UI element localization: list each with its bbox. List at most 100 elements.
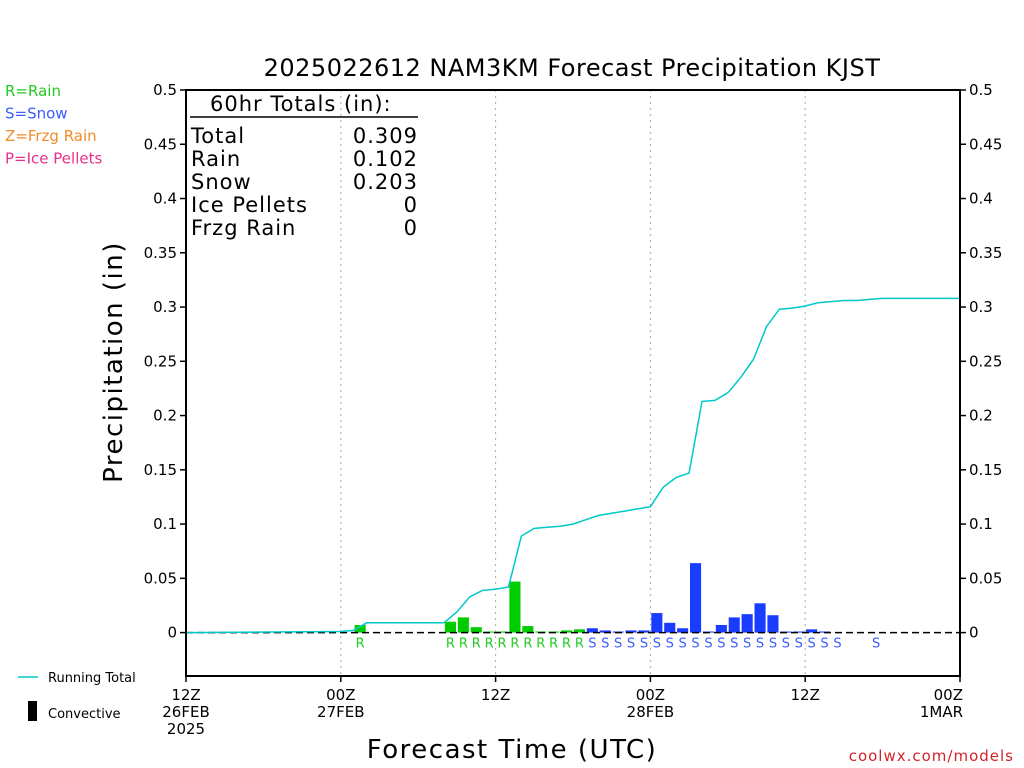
ptype-letter: S	[769, 637, 777, 652]
ptype-letter: S	[627, 637, 635, 652]
ptype-letter: S	[679, 637, 687, 652]
precip-bars	[354, 563, 831, 633]
x-tick-label: 28FEB	[627, 703, 674, 721]
y-tick-label: 0.15	[144, 461, 177, 479]
ptype-letter: R	[459, 637, 468, 652]
credit-text: coolwx.com/models	[849, 747, 1014, 765]
ptype-legend-entry: S=Snow	[5, 105, 68, 123]
ptype-letter: S	[588, 637, 596, 652]
precip-bar	[677, 628, 689, 633]
totals-rows: Total 0.309 Rain 0.102 Snow 0.203 Ice Pellets 0…	[190, 124, 418, 240]
totals-header: 60hr Totals (in):	[210, 92, 392, 116]
precip-bar	[767, 615, 779, 633]
x-tick-label: 12Z	[481, 686, 510, 704]
ptype-letter: R	[562, 637, 571, 652]
x-tick-label: 12Z	[791, 686, 820, 704]
ptype-letter: S	[795, 637, 803, 652]
totals-value: 0	[404, 216, 418, 240]
precip-bar	[561, 630, 573, 633]
y-tick-label: 0.5	[153, 81, 177, 99]
precip-bar	[664, 622, 676, 633]
series-legend-label: Convective	[48, 707, 121, 722]
ptype-letter: S	[666, 637, 674, 652]
y-tick-label: 0.4	[969, 190, 993, 208]
y-tick-label: 0.2	[969, 407, 993, 425]
ptype-legend-entry: Z=Frzg Rain	[5, 127, 97, 145]
precip-bar	[444, 621, 456, 633]
y-tick-label: 0.15	[969, 461, 1002, 479]
x-axis-label: Forecast Time (UTC)	[367, 735, 658, 765]
y-ticks-left: 0 0.05 0.1 0.15 0.2 0.25 0.3 0.35 0.4 0.45 0.5	[144, 81, 186, 642]
precip-bar	[586, 628, 598, 633]
grid-lines	[340, 90, 806, 676]
precip-bar	[522, 626, 534, 633]
ptype-letter: S	[756, 637, 764, 652]
ptype-letter: R	[485, 637, 494, 652]
totals-value: 0	[404, 193, 418, 217]
ptype-letter: R	[356, 637, 365, 652]
y-tick-label: 0.4	[153, 190, 177, 208]
ptype-letter: R	[575, 637, 584, 652]
precip-bar	[715, 624, 727, 633]
ptype-letter: S	[717, 637, 725, 652]
y-tick-label: 0.25	[144, 352, 177, 370]
totals-value: 0.102	[353, 147, 418, 171]
y-tick-label: 0.45	[144, 135, 177, 153]
totals-label: Rain	[191, 147, 241, 171]
series-legend-label: Running Total	[48, 671, 136, 686]
y-tick-label: 0	[167, 624, 177, 642]
y-tick-label: 0.3	[969, 298, 993, 316]
precip-bar	[728, 617, 740, 633]
precip-bar	[599, 630, 611, 633]
precip-bar	[457, 617, 469, 633]
ptype-legend: R=Rain S=Snow Z=Frzg Rain P=Ice Pellets	[5, 82, 102, 168]
y-tick-label: 0.3	[153, 298, 177, 316]
x-tick-label: 12Z	[171, 686, 200, 704]
precip-bar	[806, 629, 818, 633]
y-axis-label: Precipitation (in)	[99, 241, 129, 483]
ptype-letter: S	[743, 637, 751, 652]
y-tick-label: 0.05	[144, 569, 177, 587]
precip-bar	[651, 613, 663, 633]
precip-bar	[690, 563, 702, 633]
running-total-line	[185, 297, 960, 634]
ptype-letter: S	[833, 637, 841, 652]
y-tick-label: 0.1	[153, 515, 177, 533]
ptype-letter: R	[536, 637, 545, 652]
precip-bar	[509, 581, 521, 633]
ptype-letter: S	[653, 637, 661, 652]
totals-label: Ice Pellets	[191, 193, 308, 217]
ptype-letter: R	[472, 637, 481, 652]
ptype-letter: S	[730, 637, 738, 652]
totals-label: Snow	[191, 170, 252, 194]
precip-bar	[741, 614, 753, 633]
precip-bar	[625, 630, 637, 633]
x-tick-label: 00Z	[636, 686, 665, 704]
x-tick-label: 27FEB	[317, 703, 364, 721]
x-tick-label: 00Z	[326, 686, 355, 704]
ptype-letter: S	[601, 637, 609, 652]
y-tick-label: 0.1	[969, 515, 993, 533]
y-tick-label: 0.45	[969, 135, 1002, 153]
ptype-letter: S	[872, 637, 880, 652]
y-tick-label: 0.2	[153, 407, 177, 425]
precip-bar	[754, 603, 766, 633]
ptype-letter: R	[523, 637, 532, 652]
totals-value: 0.203	[353, 170, 418, 194]
y-tick-label: 0	[969, 624, 979, 642]
y-ticks-right: 0 0.05 0.1 0.15 0.2 0.25 0.3 0.35 0.4 0.45 0.5	[960, 81, 1002, 642]
chart-title: 2025022612 NAM3KM Forecast Precipitation…	[264, 54, 881, 82]
y-tick-label: 0.25	[969, 352, 1002, 370]
precip-bar	[470, 627, 482, 633]
x-tick-label: 26FEB	[162, 703, 209, 721]
precip-bar	[573, 629, 585, 633]
y-tick-label: 0.35	[144, 244, 177, 262]
x-tick-label: 00Z	[934, 686, 963, 704]
x-tick-label: 1MAR	[920, 703, 963, 721]
ptype-letter: R	[549, 637, 558, 652]
series-legend: Running Total Convective	[18, 671, 136, 722]
ptype-letter: S	[782, 637, 790, 652]
